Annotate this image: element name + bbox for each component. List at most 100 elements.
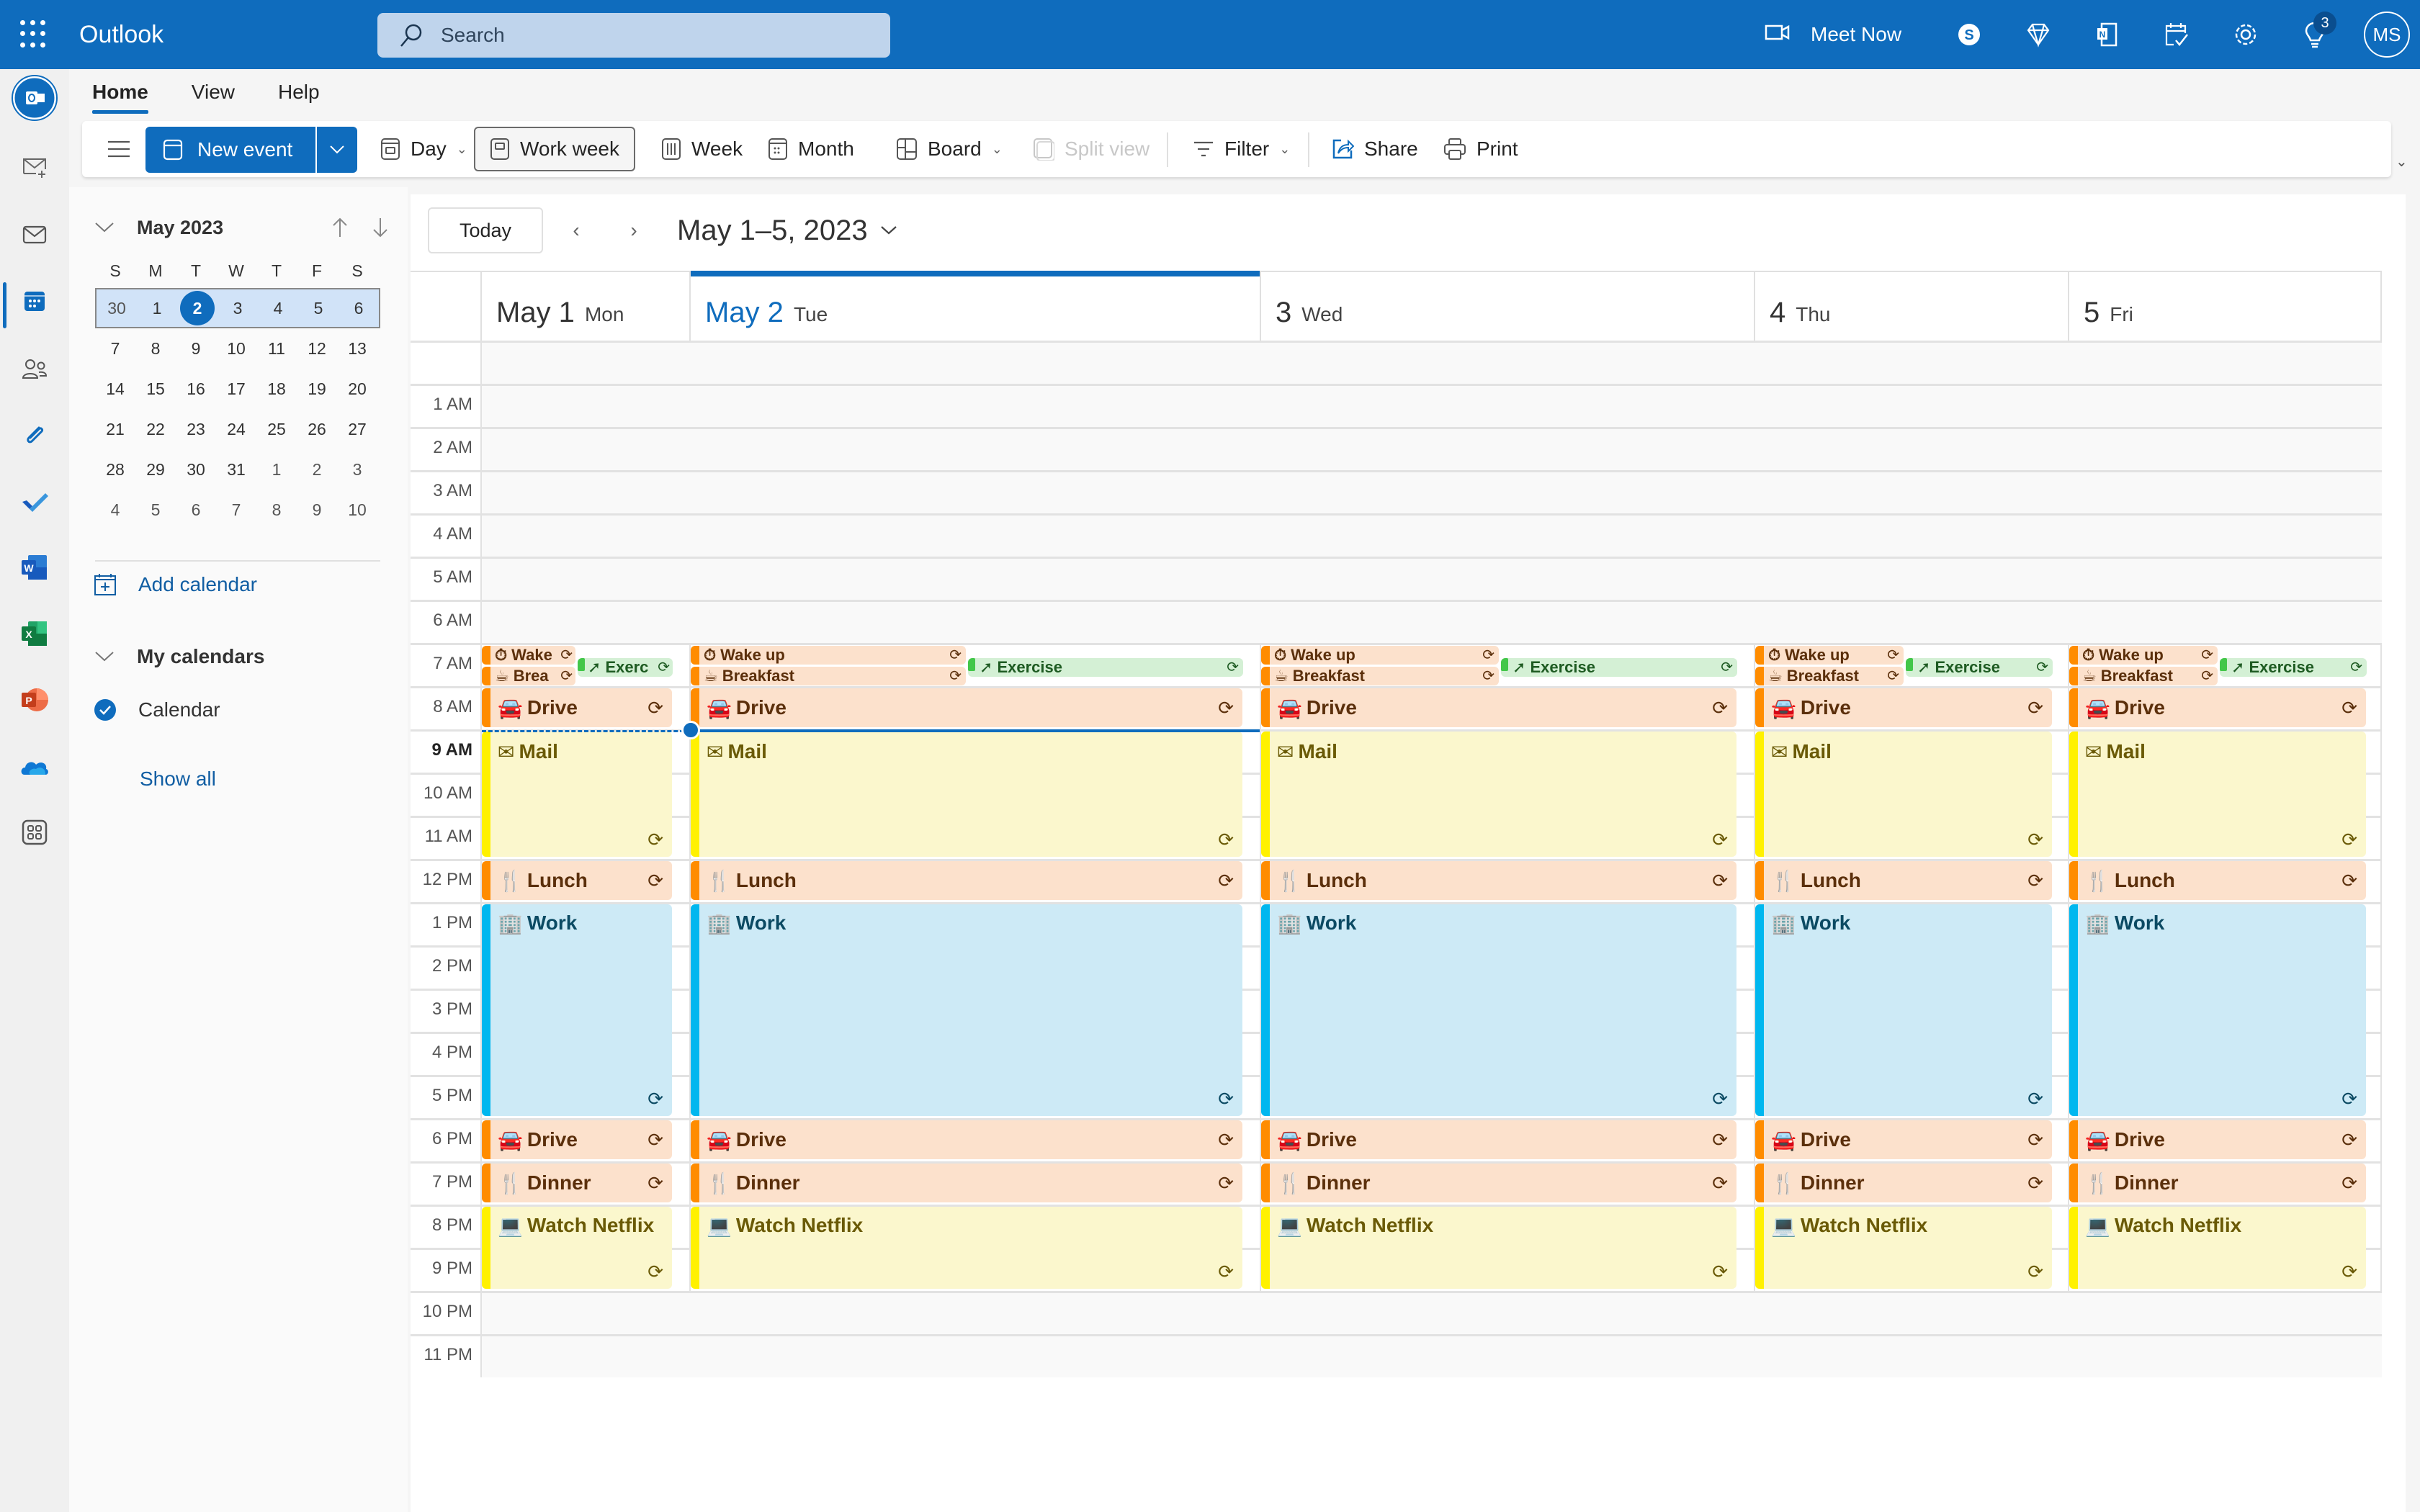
- share-button[interactable]: Share: [1324, 127, 1425, 171]
- mini-day[interactable]: 13: [348, 338, 367, 358]
- show-all-link[interactable]: Show all: [140, 768, 216, 791]
- rail-item-new-mail[interactable]: [0, 138, 69, 196]
- filter-button[interactable]: Filter ⌄: [1186, 127, 1297, 171]
- event-dinner[interactable]: 🍴 Dinner ⟳: [482, 1164, 672, 1202]
- toggle-folder-pane-button[interactable]: [99, 127, 138, 171]
- event-drive-evening[interactable]: 🚘 Drive ⟳: [691, 1120, 1242, 1159]
- mini-day[interactable]: 6: [191, 500, 201, 519]
- event-watch-netflix[interactable]: 💻 Watch Netflix ⟳: [1755, 1207, 2052, 1289]
- mini-day[interactable]: 24: [227, 419, 246, 438]
- mini-day[interactable]: 8: [272, 500, 282, 519]
- event-breakfast[interactable]: ☕ Brea ⟳: [482, 667, 575, 685]
- event-drive-evening[interactable]: 🚘 Drive ⟳: [1261, 1120, 1736, 1159]
- mini-day[interactable]: 30: [187, 459, 205, 479]
- event-dinner[interactable]: 🍴 Dinner ⟳: [1261, 1164, 1736, 1202]
- mini-day[interactable]: 6: [354, 298, 364, 318]
- event-drive-morning[interactable]: 🚘 Drive ⟳: [1261, 688, 1736, 727]
- rail-item-onedrive[interactable]: [0, 737, 69, 795]
- event-drive-morning[interactable]: 🚘 Drive ⟳: [691, 688, 1242, 727]
- mini-day[interactable]: 29: [146, 459, 165, 479]
- day-header-thu[interactable]: 4 Thu: [1754, 272, 2068, 342]
- event-wake-up[interactable]: ⏱ Wake up ⟳: [691, 646, 966, 665]
- event-exercise[interactable]: ➚ Exercise ⟳: [1906, 658, 2053, 677]
- event-drive-evening[interactable]: 🚘 Drive ⟳: [2069, 1120, 2366, 1159]
- event-exercise[interactable]: ➚ Exercise ⟳: [2220, 658, 2367, 677]
- add-calendar-link[interactable]: Add calendar: [94, 573, 257, 596]
- mini-day[interactable]: 16: [187, 379, 205, 398]
- previous-month-arrow-up-icon[interactable]: [331, 217, 349, 238]
- mini-day[interactable]: 5: [151, 500, 161, 519]
- mini-day[interactable]: 19: [308, 379, 326, 398]
- skype-icon[interactable]: S: [1952, 17, 1986, 52]
- settings-gear-icon[interactable]: [2228, 17, 2263, 52]
- mini-day[interactable]: 1: [272, 459, 282, 479]
- event-lunch[interactable]: 🍴 Lunch ⟳: [1755, 861, 2052, 900]
- rail-item-calendar[interactable]: [0, 272, 69, 330]
- event-lunch[interactable]: 🍴 Lunch ⟳: [691, 861, 1242, 900]
- mini-day[interactable]: 30: [107, 298, 126, 318]
- new-event-dropdown-button[interactable]: [317, 127, 357, 173]
- event-exercise[interactable]: ➚ Exercise ⟳: [1501, 658, 1737, 677]
- rail-item-more-apps[interactable]: [0, 804, 69, 861]
- search-box[interactable]: [377, 13, 890, 58]
- day-view-button[interactable]: Day ⌄: [373, 127, 475, 171]
- mini-day[interactable]: 15: [146, 379, 165, 398]
- event-watch-netflix[interactable]: 💻 Watch Netflix ⟳: [2069, 1207, 2366, 1289]
- collapse-chevron-icon[interactable]: [94, 221, 115, 234]
- calendar-list-item[interactable]: Calendar: [94, 698, 220, 721]
- event-breakfast[interactable]: ☕ Breakfast ⟳: [691, 667, 966, 685]
- event-breakfast[interactable]: ☕ Breakfast ⟳: [2069, 667, 2218, 685]
- event-drive-morning[interactable]: 🚘 Drive ⟳: [2069, 688, 2366, 727]
- event-work[interactable]: 🏢 Work ⟳: [1755, 904, 2052, 1116]
- next-week-chevron-right-icon[interactable]: ›: [630, 219, 637, 241]
- event-work[interactable]: 🏢 Work ⟳: [1261, 904, 1736, 1116]
- event-dinner[interactable]: 🍴 Dinner ⟳: [2069, 1164, 2366, 1202]
- mini-day[interactable]: 4: [110, 500, 120, 519]
- mini-day[interactable]: 2: [312, 459, 322, 479]
- event-watch-netflix[interactable]: 💻 Watch Netflix ⟳: [482, 1207, 672, 1289]
- tab-help[interactable]: Help: [277, 81, 320, 103]
- my-calendars-group[interactable]: My calendars: [94, 645, 264, 668]
- rail-item-excel[interactable]: X: [0, 605, 69, 662]
- mini-day[interactable]: 14: [106, 379, 125, 398]
- event-lunch[interactable]: 🍴 Lunch ⟳: [1261, 861, 1736, 900]
- event-dinner[interactable]: 🍴 Dinner ⟳: [691, 1164, 1242, 1202]
- mini-day[interactable]: 23: [187, 419, 205, 438]
- onenote-feed-icon[interactable]: N: [2090, 17, 2125, 52]
- month-view-button[interactable]: Month: [761, 127, 861, 171]
- app-launcher-waffle-icon[interactable]: [20, 20, 49, 49]
- rail-item-powerpoint[interactable]: P: [0, 671, 69, 729]
- tab-home[interactable]: Home: [92, 72, 148, 114]
- mini-day[interactable]: 4: [273, 298, 283, 318]
- rail-item-word[interactable]: W: [0, 539, 69, 596]
- mini-day[interactable]: 20: [348, 379, 367, 398]
- search-input[interactable]: [441, 24, 873, 47]
- event-wake-up[interactable]: ⏱ Wake up ⟳: [1755, 646, 1904, 665]
- event-lunch[interactable]: 🍴 Lunch ⟳: [482, 861, 672, 900]
- event-exercise[interactable]: ➚ Exerc ⟳: [578, 658, 673, 677]
- event-mail[interactable]: ✉ Mail ⟳: [482, 732, 672, 857]
- date-range-picker[interactable]: May 1–5, 2023: [677, 207, 898, 253]
- mini-day[interactable]: 18: [267, 379, 286, 398]
- event-work[interactable]: 🏢 Work ⟳: [482, 904, 672, 1116]
- mini-day[interactable]: 31: [227, 459, 246, 479]
- mini-day[interactable]: 3: [352, 459, 362, 479]
- event-watch-netflix[interactable]: 💻 Watch Netflix ⟳: [691, 1207, 1242, 1289]
- event-drive-evening[interactable]: 🚘 Drive ⟳: [1755, 1120, 2052, 1159]
- mini-day[interactable]: 11: [268, 338, 285, 358]
- mini-day[interactable]: 10: [348, 500, 367, 519]
- rail-item-files[interactable]: [0, 406, 69, 464]
- rail-item-outlook[interactable]: [0, 69, 69, 127]
- day-header-fri[interactable]: 5 Fri: [2068, 272, 2382, 342]
- event-breakfast[interactable]: ☕ Breakfast ⟳: [1261, 667, 1499, 685]
- avatar[interactable]: MS: [2364, 12, 2410, 58]
- event-exercise[interactable]: ➚ Exercise ⟳: [968, 658, 1243, 677]
- meet-now-button[interactable]: Meet Now: [1765, 14, 1901, 55]
- event-drive-morning[interactable]: 🚘 Drive ⟳: [482, 688, 672, 727]
- day-header-mon[interactable]: May 1 Mon: [480, 272, 689, 342]
- mini-day[interactable]: 26: [308, 419, 326, 438]
- event-drive-morning[interactable]: 🚘 Drive ⟳: [1755, 688, 2052, 727]
- event-watch-netflix[interactable]: 💻 Watch Netflix ⟳: [1261, 1207, 1736, 1289]
- mini-day[interactable]: 25: [267, 419, 286, 438]
- mini-day[interactable]: 12: [308, 338, 326, 358]
